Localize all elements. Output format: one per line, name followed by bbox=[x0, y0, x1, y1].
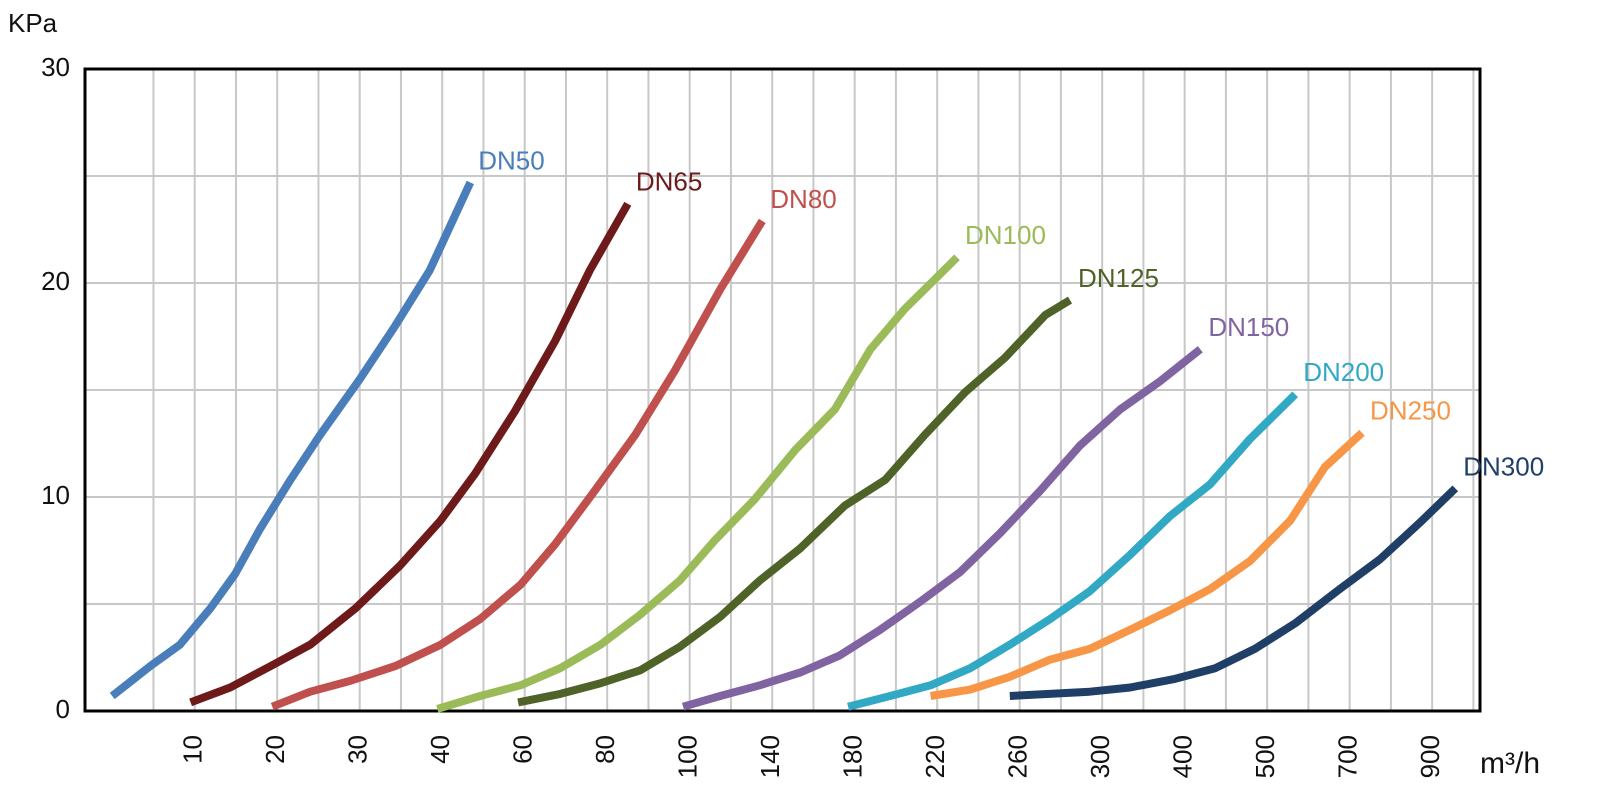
x-tick-label: 40 bbox=[425, 735, 455, 764]
series-label: DN125 bbox=[1078, 263, 1159, 293]
x-tick-label: 900 bbox=[1415, 735, 1445, 778]
series-label: DN250 bbox=[1370, 396, 1451, 426]
y-tick-label: 30 bbox=[41, 52, 70, 82]
x-tick-label: 100 bbox=[673, 735, 703, 778]
curve bbox=[189, 201, 632, 707]
curve bbox=[929, 429, 1365, 700]
series-label: DN100 bbox=[965, 220, 1046, 250]
x-tick-label: 220 bbox=[920, 735, 950, 778]
curve bbox=[436, 254, 960, 713]
curve bbox=[681, 346, 1203, 711]
series-label: DN150 bbox=[1208, 312, 1289, 342]
y-tick-label: 0 bbox=[56, 694, 70, 724]
x-tick-label: 300 bbox=[1085, 735, 1115, 778]
curve bbox=[270, 218, 766, 711]
x-tick-label: 500 bbox=[1250, 735, 1280, 778]
plot-frame bbox=[83, 67, 1482, 713]
x-tick-label: 60 bbox=[508, 735, 538, 764]
x-tick-label: 80 bbox=[590, 735, 620, 764]
y-tick-label: 20 bbox=[41, 266, 70, 296]
curve bbox=[517, 296, 1073, 707]
series-label: DN200 bbox=[1303, 357, 1384, 387]
series-label: DN65 bbox=[636, 167, 702, 197]
y-tick-label: 10 bbox=[41, 480, 70, 510]
x-tick-label: 260 bbox=[1003, 735, 1033, 778]
x-tick-label: 20 bbox=[260, 735, 290, 764]
x-tick-label: 10 bbox=[178, 735, 208, 764]
x-tick-label: 30 bbox=[343, 735, 373, 764]
y-axis-label: KPa bbox=[8, 8, 58, 38]
series-label: DN80 bbox=[770, 184, 836, 214]
curve bbox=[109, 180, 474, 700]
x-axis-label: m³/h bbox=[1480, 747, 1540, 780]
curve bbox=[847, 391, 1299, 711]
curve bbox=[1009, 485, 1459, 700]
series-label: DN300 bbox=[1463, 451, 1544, 481]
x-tick-label: 180 bbox=[838, 735, 868, 778]
series-label: DN50 bbox=[478, 145, 544, 175]
x-tick-label: 700 bbox=[1333, 735, 1363, 778]
x-tick-label: 140 bbox=[755, 735, 785, 778]
x-tick-label: 400 bbox=[1168, 735, 1198, 778]
